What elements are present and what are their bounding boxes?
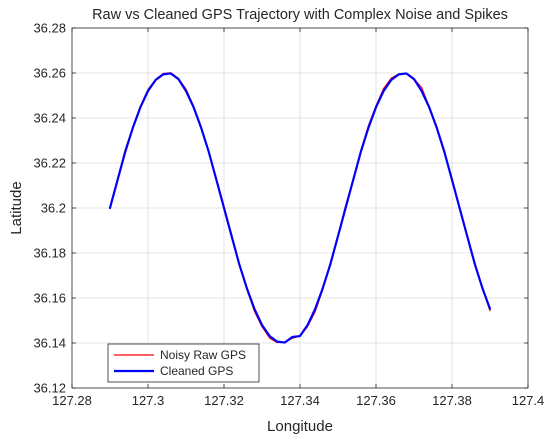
data-series [108,72,492,344]
legend: Noisy Raw GPS Cleaned GPS [107,343,260,383]
x-tick-label: 127.4 [512,393,545,408]
y-tick-label: 36.24 [33,111,66,126]
x-tick-label: 127.32 [204,393,244,408]
y-tick-label: 36.14 [33,336,66,351]
x-tick-label: 127.34 [280,393,320,408]
x-axis-label: Longitude [267,418,333,435]
x-tick-label: 127.28 [52,393,92,408]
y-tick-label: 36.12 [33,381,66,396]
y-tick-label: 36.28 [33,21,66,36]
x-tick-label: 127.38 [432,393,472,408]
y-axis-label: Latitude [8,181,25,234]
legend-box [107,343,260,383]
axis-ticks: 127.28 127.3 127.32 127.34 127.36 127.38 127.4… [33,21,544,409]
x-tick-label: 127.3 [132,393,165,408]
y-tick-label: 36.18 [33,246,66,261]
y-tick-label: 36.2 [41,201,66,216]
y-tick-label: 36.26 [33,66,66,81]
y-tick-label: 36.16 [33,291,66,306]
legend-label: Cleaned GPS [160,364,233,378]
x-tick-label: 127.36 [356,393,396,408]
chart-title: Raw vs Cleaned GPS Trajectory with Compl… [92,7,508,23]
legend-label: Noisy Raw GPS [160,348,246,362]
y-tick-label: 36.22 [33,156,66,171]
series-line-cleaned-gps [108,72,492,344]
